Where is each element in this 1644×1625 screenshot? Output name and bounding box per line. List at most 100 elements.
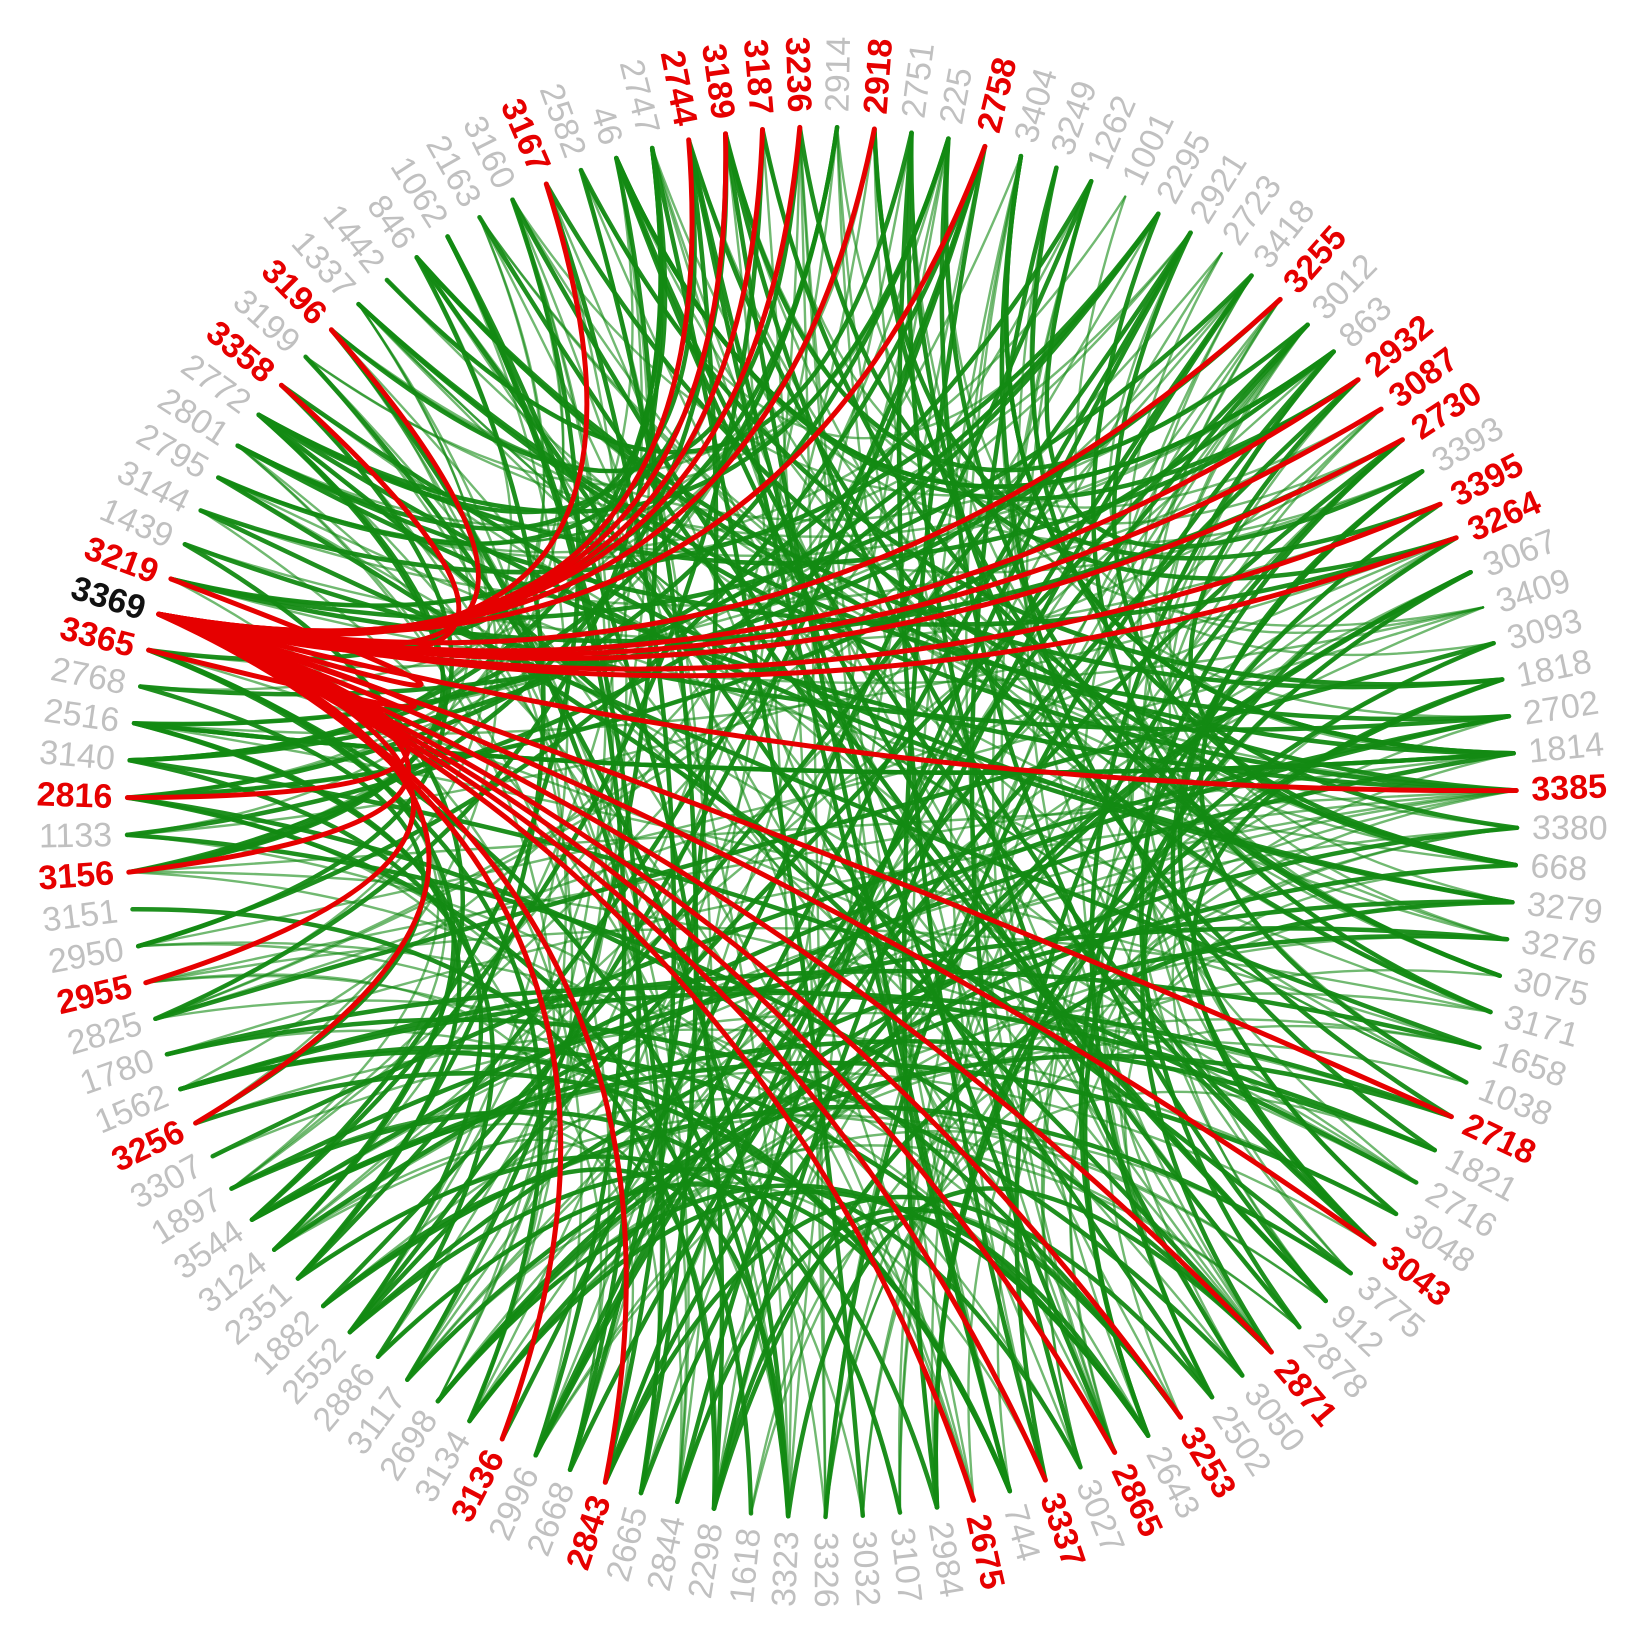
- edge-3140-2747: [127, 145, 663, 763]
- edge-3369-2758: [156, 143, 988, 635]
- edge-3369-3043: [156, 611, 1377, 1247]
- edge-2984-1818: [933, 677, 1505, 1510]
- edge-3124-46: [273, 156, 644, 1251]
- node-label-3279: 3279: [1525, 885, 1605, 931]
- edge-1821-3404: [999, 153, 1437, 1153]
- edge-3196-3393: [330, 328, 1424, 574]
- edge-1562-2718: [178, 990, 1454, 1119]
- edge-2865-1262: [991, 180, 1116, 1454]
- edge-1814-2955: [144, 752, 1515, 984]
- edge-3276-1442: [385, 278, 1509, 941]
- edge-3279-3012: [1168, 323, 1514, 904]
- edge-3027-2552: [347, 1167, 1083, 1470]
- edge-2552-1062: [348, 235, 569, 1334]
- node-label-2816: 2816: [36, 775, 113, 816]
- edge-3369-3255: [156, 296, 1283, 646]
- node-label-3156: 3156: [37, 854, 115, 897]
- edge-3418-2825: [154, 274, 1253, 1020]
- edge-2816-863: [125, 349, 1336, 800]
- edge-1897-2298: [230, 1111, 717, 1510]
- node-label-3107: 3107: [883, 1525, 929, 1604]
- node-label-3236: 3236: [778, 36, 818, 113]
- edge-3050-2914: [835, 126, 1244, 1377]
- edge-3156-2772: [126, 412, 446, 875]
- edge-912-225: [939, 136, 1328, 1304]
- edge-3027-3264: [1042, 536, 1458, 1469]
- edge-3236-3326: [798, 126, 827, 1519]
- edge-1658-2516: [132, 722, 1481, 1049]
- edge-3117-3160: [406, 198, 608, 1381]
- edge-2816-2844: [126, 796, 683, 1503]
- edge-744-3236: [798, 126, 1011, 1493]
- edge-2702-3032: [861, 715, 1511, 1517]
- edge-3279-2772: [256, 412, 1515, 905]
- edge-1897-1262: [230, 180, 1093, 1190]
- node-label-3151: 3151: [40, 892, 120, 939]
- edge-1562-2643: [178, 1044, 1151, 1438]
- edge-1038-3160: [511, 198, 1468, 1084]
- edge-2718-3117: [405, 1053, 1454, 1382]
- edge-3365-1897: [147, 648, 440, 1190]
- edge-3196-2918: [330, 127, 876, 473]
- edge-1780-3050: [164, 1017, 1245, 1378]
- edge-2552-2758: [347, 144, 988, 1335]
- network-edges-layer: [124, 124, 1520, 1520]
- edge-2643-3395: [1078, 501, 1443, 1438]
- edge-3369-2816: [124, 611, 411, 801]
- edge-3307-2702: [210, 713, 1512, 1159]
- edge-1133-2730: [125, 438, 1404, 837]
- node-label-3140: 3140: [38, 733, 117, 778]
- edge-2716-3156: [127, 870, 1418, 1184]
- edge-3369-3256: [156, 611, 432, 1126]
- node-label-3187: 3187: [736, 38, 780, 117]
- edge-2552-3279: [347, 899, 1515, 1335]
- edge-2871-2582: [579, 168, 1273, 1354]
- edge-3369-3136: [156, 611, 564, 1442]
- edge-3199-3323: [303, 354, 791, 1519]
- edge-1038-1337: [357, 302, 1468, 1084]
- edge-2950-3409: [137, 606, 1485, 948]
- edge-3369-3219: [156, 576, 424, 688]
- edge-3140-2716: [127, 758, 1419, 1185]
- edge-3032-3380: [861, 826, 1519, 1517]
- edge-2886-744: [375, 1182, 1013, 1494]
- node-label-1814: 1814: [1527, 725, 1606, 770]
- edge-2984-2758: [901, 144, 988, 1510]
- edge-3307-2718: [211, 1011, 1453, 1158]
- edge-3117-2295: [406, 212, 1160, 1381]
- edge-3369-3156: [126, 611, 411, 875]
- node-label-3380: 3380: [1532, 809, 1608, 848]
- edge-3365-3134: [146, 647, 544, 1424]
- edge-3326-1658: [824, 1024, 1481, 1519]
- edge-3236-3264: [797, 125, 1459, 581]
- edge-3187-3544: [249, 127, 765, 1222]
- edge-3369-3365: [146, 611, 417, 710]
- edge-3380-3124: [273, 826, 1519, 1251]
- edge-2698-3380: [435, 825, 1520, 1404]
- edge-3050-3418: [1080, 274, 1253, 1377]
- edge-3151-2298: [130, 907, 717, 1511]
- node-label-3385: 3385: [1530, 767, 1607, 808]
- edge-2843-3418: [603, 273, 1254, 1485]
- node-labels-layer: 3369321914393144279528012772335831993196…: [36, 36, 1608, 1608]
- edge-2698-1337: [357, 302, 567, 1403]
- node-label-668: 668: [1529, 847, 1588, 888]
- edge-3544-3043: [250, 1070, 1376, 1246]
- edge-2751-3134: [468, 131, 913, 1423]
- edge-2825-2643: [154, 999, 1150, 1437]
- node-label-3032: 3032: [845, 1530, 887, 1608]
- edge-3369-2955: [143, 611, 416, 986]
- edge-2955-3171: [144, 927, 1492, 1014]
- edge-2643-2298: [711, 1215, 1151, 1511]
- node-label-3323: 3323: [765, 1530, 807, 1607]
- edge-3369-3385: [156, 611, 1519, 794]
- edge-1618-3075: [749, 969, 1501, 1515]
- edge-1814-3404: [1004, 153, 1516, 756]
- edge-912-2163: [477, 214, 1328, 1304]
- node-label-2914: 2914: [818, 36, 858, 112]
- node-label-1133: 1133: [39, 816, 113, 855]
- edge-3134-668: [467, 862, 1518, 1424]
- highlight-edges-layer: [124, 124, 1519, 1503]
